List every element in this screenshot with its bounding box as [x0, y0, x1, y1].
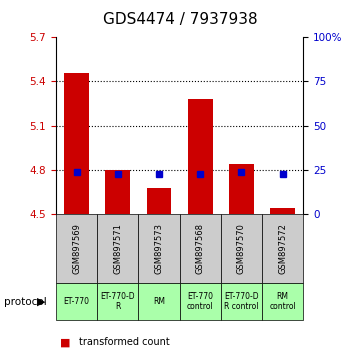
Text: RM
control: RM control	[269, 292, 296, 312]
Bar	[64, 73, 89, 214]
Text: ▶: ▶	[37, 297, 46, 307]
Text: GSM897571: GSM897571	[113, 223, 122, 274]
Bar	[105, 170, 130, 214]
Bar	[229, 164, 254, 214]
Text: ET-770-D
R control: ET-770-D R control	[224, 292, 259, 312]
Text: ET-770
control: ET-770 control	[187, 292, 214, 312]
Text: transformed count: transformed count	[79, 337, 170, 347]
Bar	[188, 99, 213, 214]
Text: GSM897572: GSM897572	[278, 223, 287, 274]
Text: protocol: protocol	[4, 297, 46, 307]
Text: GSM897569: GSM897569	[72, 223, 81, 274]
Bar	[147, 188, 171, 214]
Text: ET-770-D
R: ET-770-D R	[100, 292, 135, 312]
Text: ■: ■	[60, 338, 70, 348]
Text: GSM897570: GSM897570	[237, 223, 246, 274]
Text: ET-770: ET-770	[64, 297, 90, 306]
Text: RM: RM	[153, 297, 165, 306]
Bar	[270, 208, 295, 214]
Text: GSM897573: GSM897573	[155, 223, 164, 274]
Text: GSM897568: GSM897568	[196, 223, 205, 274]
Text: GDS4474 / 7937938: GDS4474 / 7937938	[103, 12, 258, 27]
